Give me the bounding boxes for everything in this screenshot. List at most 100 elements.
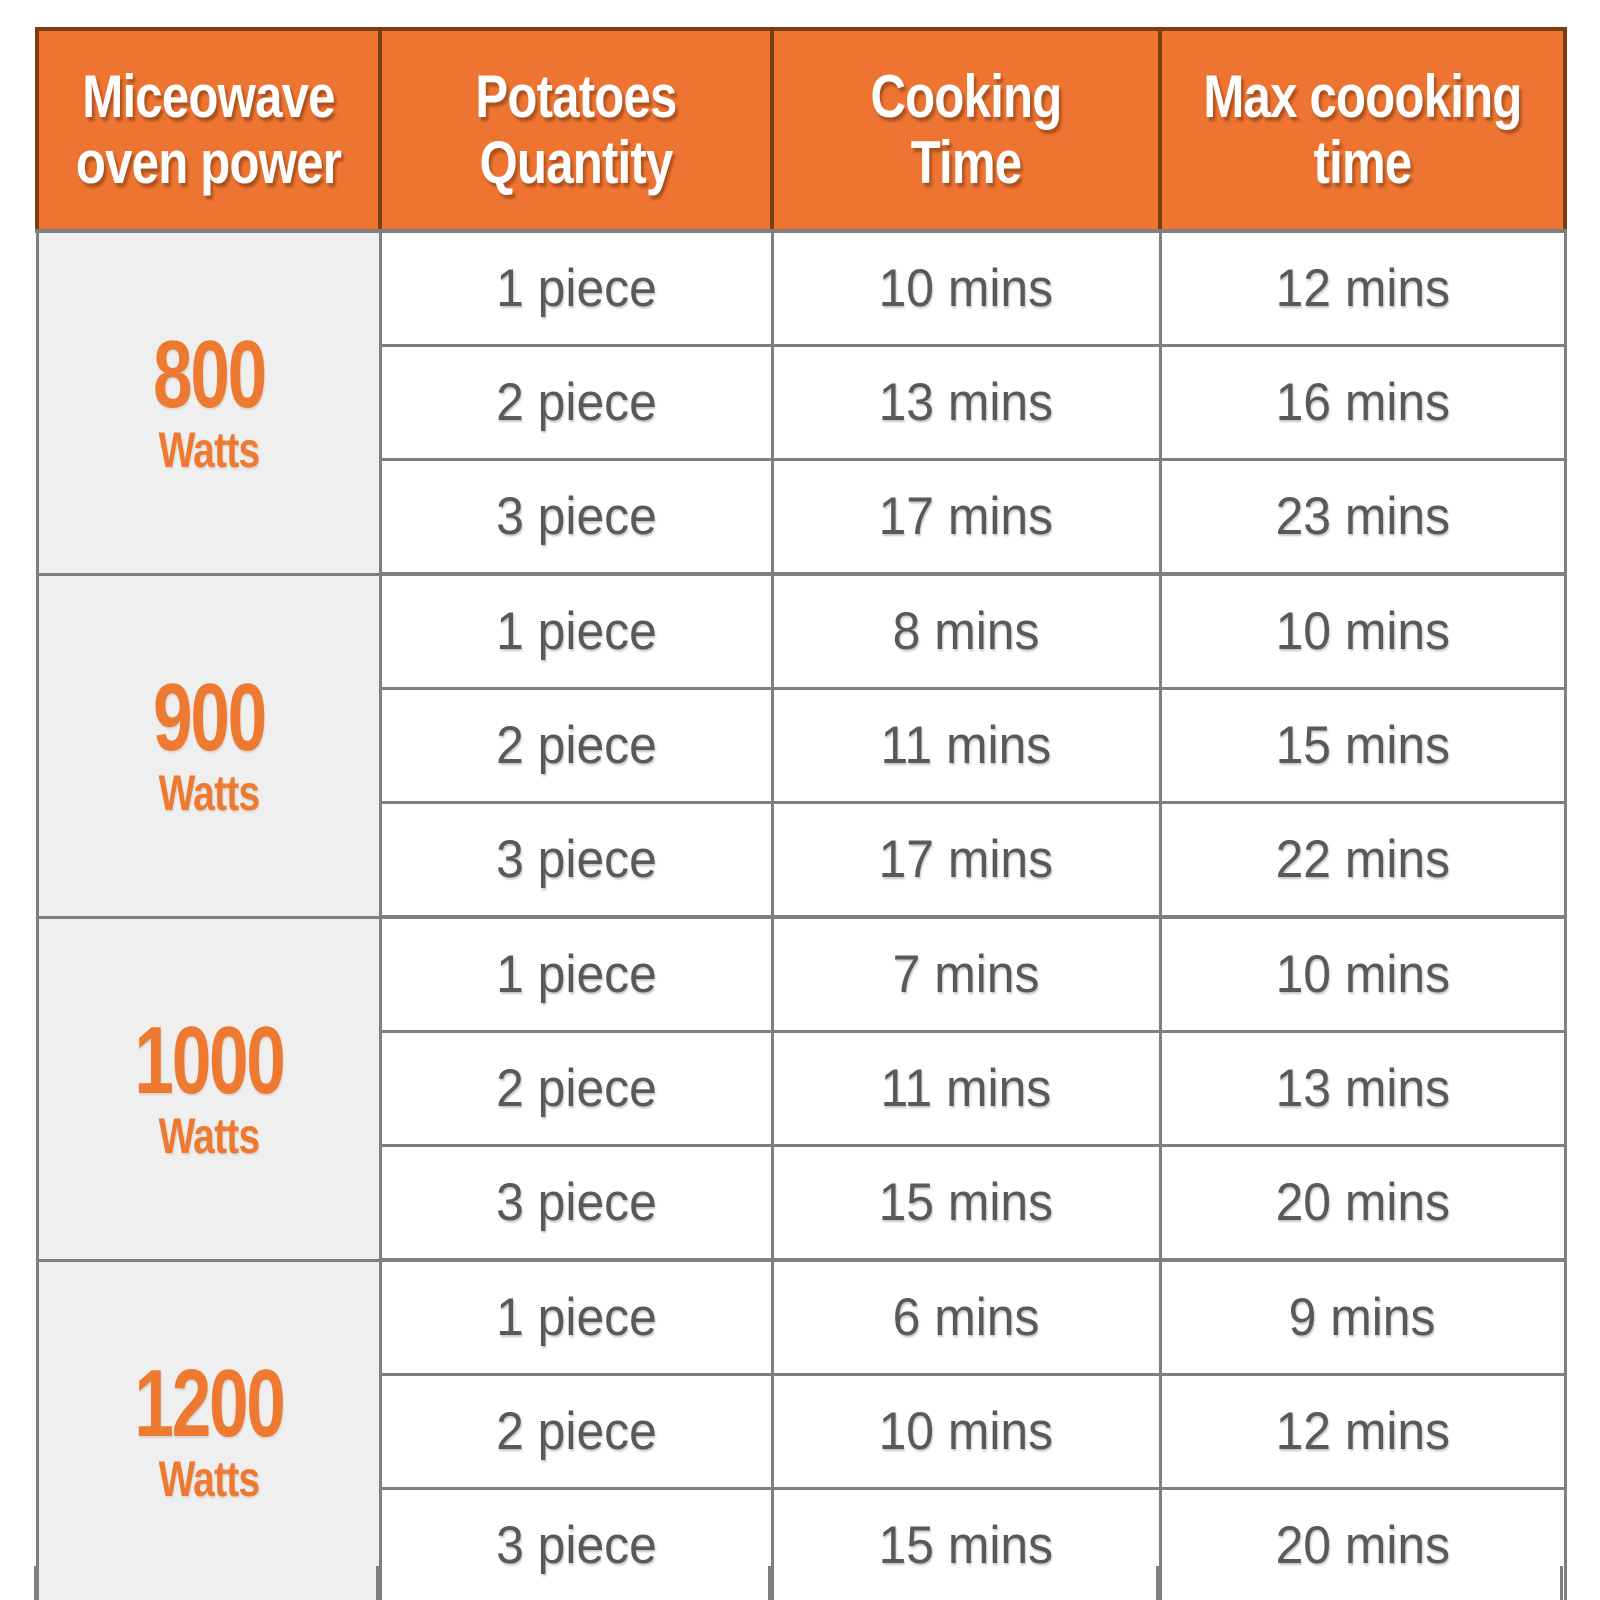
- header-line: Miceowave: [82, 63, 335, 130]
- cell-max-time: 23 mins: [1158, 458, 1567, 576]
- cell-quantity: 3 piece: [378, 801, 774, 919]
- cell-text: 16 mins: [1275, 373, 1450, 432]
- header-line: Time: [910, 129, 1022, 196]
- header-line: Max coooking: [1203, 63, 1522, 130]
- cell-text: 1 piece: [495, 259, 657, 318]
- cell-quantity: 1 piece: [378, 572, 774, 690]
- header-row: Miceowave oven power Potatoes Quantity C…: [35, 27, 1567, 233]
- cell-text: 8 mins: [892, 602, 1040, 661]
- cell-text: 15 mins: [1275, 716, 1450, 775]
- cell-text: 10 mins: [1275, 945, 1450, 1004]
- cell-text: 10 mins: [1275, 602, 1450, 661]
- cell-text: 20 mins: [1275, 1173, 1450, 1232]
- cell-text: 11 mins: [880, 1059, 1052, 1118]
- cell-max-time: 13 mins: [1158, 1030, 1567, 1147]
- cell-text: 15 mins: [878, 1516, 1054, 1575]
- cell-text: 2 piece: [495, 1059, 657, 1118]
- cell-cooking-time: 7 mins: [770, 915, 1162, 1033]
- cell-text: 6 mins: [892, 1288, 1040, 1347]
- table-crop-vline: [1560, 1566, 1563, 1600]
- table-row: 800 Watts 1 piece 10 mins 12 mins: [35, 229, 1567, 576]
- cell-max-time: 9 mins: [1158, 1258, 1567, 1376]
- cell-text: 22 mins: [1275, 830, 1450, 889]
- table-row: 2 piece 10 mins 12 mins: [37, 1373, 1567, 1490]
- header-line: oven power: [75, 129, 342, 196]
- cell-max-time: 10 mins: [1158, 915, 1567, 1033]
- cell-cooking-time: 11 mins: [770, 1030, 1162, 1147]
- cell-quantity: 2 piece: [378, 1030, 774, 1147]
- cell-text: 2 piece: [495, 716, 657, 775]
- cell-max-time: 12 mins: [1158, 1373, 1567, 1490]
- cell-text: 17 mins: [878, 487, 1054, 546]
- cell-text: 2 piece: [495, 1402, 657, 1461]
- table-row: 2 piece 11 mins 15 mins: [37, 687, 1567, 804]
- table-crop-vline: [34, 1566, 37, 1600]
- table-crop-vline: [376, 1566, 379, 1600]
- header-line: Potatoes: [475, 63, 677, 130]
- table-row: 2 piece 11 mins 13 mins: [37, 1030, 1567, 1147]
- cell-max-time: 12 mins: [1158, 229, 1567, 347]
- cell-quantity: 2 piece: [378, 687, 774, 804]
- power-cell-1000: 1000 Watts: [35, 915, 382, 1262]
- cell-quantity: 1 piece: [378, 915, 774, 1033]
- power-unit: Watts: [158, 1107, 260, 1164]
- power-value: 1000: [133, 1006, 285, 1114]
- cell-quantity: 2 piece: [378, 344, 774, 461]
- cell-text: 3 piece: [495, 1516, 657, 1575]
- cell-text: 23 mins: [1275, 487, 1450, 546]
- power-value: 900: [152, 663, 267, 771]
- cell-quantity: 1 piece: [378, 229, 774, 347]
- header-line: Cooking: [870, 63, 1062, 130]
- power-unit: Watts: [158, 421, 260, 478]
- cell-text: 1 piece: [495, 945, 657, 1004]
- cell-cooking-time: 8 mins: [770, 572, 1162, 690]
- cell-cooking-time: 10 mins: [770, 229, 1162, 347]
- cell-cooking-time: 10 mins: [770, 1373, 1162, 1490]
- table-crop-vline: [768, 1566, 771, 1600]
- cell-text: 3 piece: [495, 1173, 657, 1232]
- table-row: 3 piece 17 mins 23 mins: [37, 458, 1567, 576]
- cell-text: 7 mins: [892, 945, 1040, 1004]
- cell-text: 1 piece: [495, 1288, 657, 1347]
- table-row: 3 piece 17 mins 22 mins: [37, 801, 1567, 919]
- cell-max-time: 20 mins: [1158, 1487, 1567, 1600]
- table-row: 900 Watts 1 piece 8 mins 10 mins: [35, 572, 1567, 919]
- cell-text: 3 piece: [495, 830, 657, 889]
- cell-max-time: 16 mins: [1158, 344, 1567, 461]
- header-cell-cooking-time: Cooking Time: [770, 27, 1162, 233]
- cell-max-time: 20 mins: [1158, 1144, 1567, 1262]
- header-cell-potatoes-quantity: Potatoes Quantity: [378, 27, 774, 233]
- table-row: 1000 Watts 1 piece 7 mins 10 mins: [35, 915, 1567, 1262]
- power-cell-900: 900 Watts: [35, 572, 382, 919]
- cell-cooking-time: 11 mins: [770, 687, 1162, 804]
- cell-text: 1 piece: [495, 602, 657, 661]
- table-crop-vline: [1156, 1566, 1159, 1600]
- cooking-time-table: Miceowave oven power Potatoes Quantity C…: [35, 27, 1567, 1600]
- cell-max-time: 10 mins: [1158, 572, 1567, 690]
- cell-cooking-time: 13 mins: [770, 344, 1162, 461]
- cell-cooking-time: 15 mins: [770, 1144, 1162, 1262]
- power-value: 1200: [133, 1349, 285, 1457]
- power-cell-1200: 1200 Watts: [35, 1258, 382, 1600]
- cell-text: 13 mins: [1275, 1059, 1450, 1118]
- cell-quantity: 3 piece: [378, 1487, 774, 1600]
- cell-cooking-time: 15 mins: [770, 1487, 1162, 1600]
- table-row: 3 piece 15 mins 20 mins: [37, 1487, 1567, 1600]
- cell-quantity: 1 piece: [378, 1258, 774, 1376]
- cell-text: 20 mins: [1275, 1516, 1450, 1575]
- cell-quantity: 3 piece: [378, 458, 774, 576]
- cell-quantity: 2 piece: [378, 1373, 774, 1490]
- power-cell-800: 800 Watts: [35, 229, 382, 576]
- cell-text: 15 mins: [878, 1173, 1054, 1232]
- header-line: time: [1313, 129, 1413, 196]
- cell-text: 13 mins: [878, 373, 1054, 432]
- cell-text: 9 mins: [1289, 1288, 1436, 1347]
- header-cell-microwave-power: Miceowave oven power: [35, 27, 382, 233]
- table: Miceowave oven power Potatoes Quantity C…: [35, 27, 1567, 1600]
- cell-text: 2 piece: [495, 373, 657, 432]
- cell-text: 10 mins: [878, 1402, 1054, 1461]
- cell-cooking-time: 6 mins: [770, 1258, 1162, 1376]
- header-line: Quantity: [479, 129, 674, 196]
- table-row: 2 piece 13 mins 16 mins: [37, 344, 1567, 461]
